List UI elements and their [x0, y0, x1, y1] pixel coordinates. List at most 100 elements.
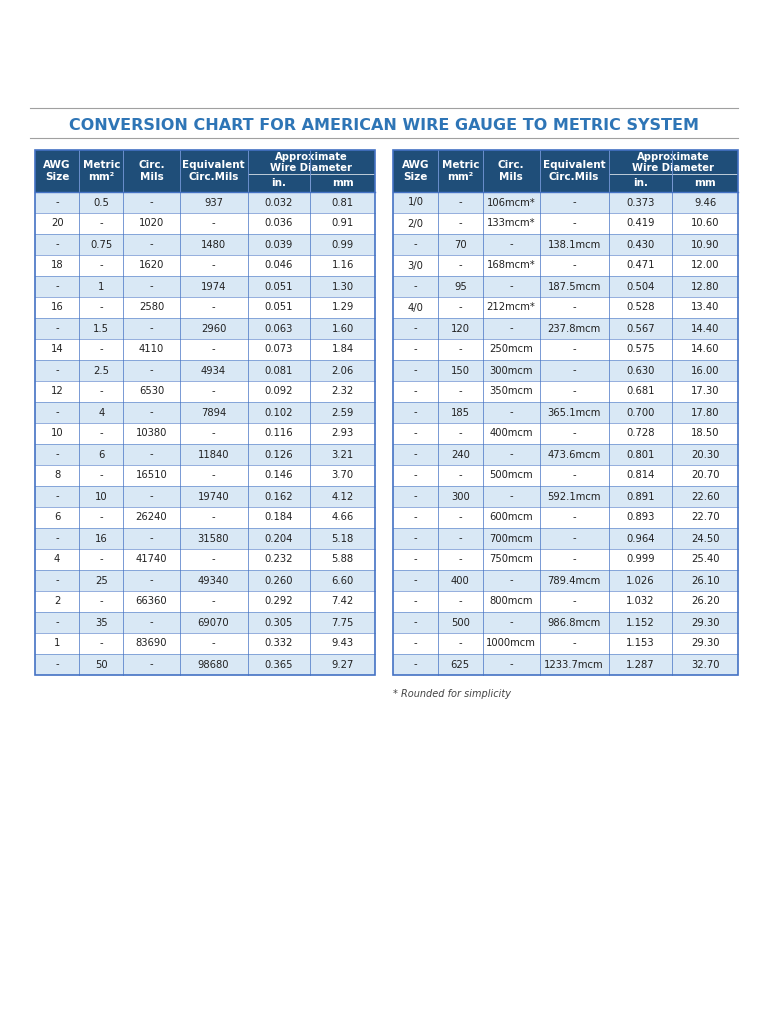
Text: -: -: [414, 534, 417, 544]
Bar: [393, 507, 738, 528]
Text: 14.60: 14.60: [691, 344, 720, 354]
Text: 2580: 2580: [139, 302, 164, 312]
Bar: [35, 528, 375, 549]
Text: -: -: [150, 366, 154, 376]
Text: -: -: [212, 260, 215, 270]
Text: 1.5: 1.5: [93, 324, 109, 334]
Text: 1.287: 1.287: [626, 659, 655, 670]
Text: -: -: [150, 408, 154, 418]
Text: 625: 625: [451, 659, 470, 670]
Text: 4.12: 4.12: [332, 492, 354, 502]
Bar: [35, 276, 375, 297]
Text: 473.6mcm: 473.6mcm: [548, 450, 601, 460]
Bar: [393, 528, 738, 549]
Bar: [35, 150, 375, 193]
Text: -: -: [150, 492, 154, 502]
Text: 17.80: 17.80: [691, 408, 720, 418]
Text: * Rounded for simplicity: * Rounded for simplicity: [393, 689, 511, 699]
Text: 365.1mcm: 365.1mcm: [548, 408, 601, 418]
Text: mm: mm: [332, 178, 353, 187]
Text: -: -: [572, 260, 576, 270]
Bar: [393, 213, 738, 234]
Text: -: -: [150, 534, 154, 544]
Text: -: -: [150, 617, 154, 628]
Text: 0.373: 0.373: [627, 198, 655, 208]
Text: -: -: [414, 555, 417, 564]
Text: -: -: [572, 302, 576, 312]
Bar: [35, 193, 375, 213]
Text: 240: 240: [451, 450, 470, 460]
Text: -: -: [458, 302, 462, 312]
Text: 0.801: 0.801: [627, 450, 655, 460]
Text: -: -: [414, 450, 417, 460]
Text: -: -: [55, 492, 59, 502]
Text: -: -: [509, 240, 513, 250]
Text: 16.00: 16.00: [691, 366, 720, 376]
Text: 1.153: 1.153: [626, 639, 655, 648]
Text: 22.70: 22.70: [691, 512, 720, 522]
Bar: [35, 423, 375, 444]
Text: 1.16: 1.16: [332, 260, 354, 270]
Text: 11840: 11840: [197, 450, 230, 460]
Text: 7894: 7894: [201, 408, 226, 418]
Text: 25.40: 25.40: [691, 555, 720, 564]
Bar: [35, 213, 375, 234]
Text: 13.40: 13.40: [691, 302, 720, 312]
Text: -: -: [458, 344, 462, 354]
Bar: [35, 486, 375, 507]
Text: -: -: [212, 302, 215, 312]
Text: 0.91: 0.91: [332, 218, 354, 228]
Text: 18: 18: [51, 260, 64, 270]
Bar: [35, 549, 375, 570]
Text: 1233.7mcm: 1233.7mcm: [545, 659, 604, 670]
Text: 300: 300: [451, 492, 470, 502]
Text: -: -: [509, 617, 513, 628]
Text: 187.5mcm: 187.5mcm: [548, 282, 601, 292]
Text: 0.5: 0.5: [94, 198, 109, 208]
Text: -: -: [100, 218, 103, 228]
Text: -: -: [100, 470, 103, 480]
Text: -: -: [100, 428, 103, 438]
Text: 700mcm: 700mcm: [489, 534, 533, 544]
Text: 0.999: 0.999: [626, 555, 655, 564]
Text: 0.75: 0.75: [90, 240, 112, 250]
Text: 0.681: 0.681: [626, 386, 655, 396]
Text: -: -: [100, 639, 103, 648]
Text: 20.30: 20.30: [691, 450, 720, 460]
Bar: [393, 255, 738, 276]
Text: 600mcm: 600mcm: [489, 512, 533, 522]
Text: 3.21: 3.21: [332, 450, 354, 460]
Text: 3/0: 3/0: [408, 260, 423, 270]
Text: 0.232: 0.232: [265, 555, 293, 564]
Text: -: -: [414, 324, 417, 334]
Text: -: -: [150, 282, 154, 292]
Bar: [393, 150, 738, 193]
Text: 5.88: 5.88: [332, 555, 354, 564]
Text: Equivalent
Circ.Mils: Equivalent Circ.Mils: [543, 160, 605, 182]
Text: 1.29: 1.29: [332, 302, 354, 312]
Text: 500: 500: [451, 617, 470, 628]
Text: -: -: [458, 597, 462, 606]
Text: -: -: [100, 512, 103, 522]
Bar: [35, 255, 375, 276]
Text: -: -: [458, 260, 462, 270]
Text: 1: 1: [98, 282, 104, 292]
Text: 120: 120: [451, 324, 470, 334]
Text: 0.260: 0.260: [265, 575, 293, 586]
Text: 8: 8: [54, 470, 60, 480]
Text: 212mcm*: 212mcm*: [487, 302, 535, 312]
Text: -: -: [458, 198, 462, 208]
Text: 0.893: 0.893: [627, 512, 655, 522]
Text: 6: 6: [54, 512, 60, 522]
Text: -: -: [414, 512, 417, 522]
Text: 22.60: 22.60: [691, 492, 720, 502]
Text: in.: in.: [271, 178, 286, 187]
Text: -: -: [55, 450, 59, 460]
Text: 0.630: 0.630: [627, 366, 655, 376]
Text: 1480: 1480: [201, 240, 226, 250]
Text: -: -: [55, 575, 59, 586]
Text: 12: 12: [51, 386, 64, 396]
Text: 4: 4: [98, 408, 104, 418]
Text: -: -: [55, 617, 59, 628]
Text: 10.90: 10.90: [691, 240, 720, 250]
